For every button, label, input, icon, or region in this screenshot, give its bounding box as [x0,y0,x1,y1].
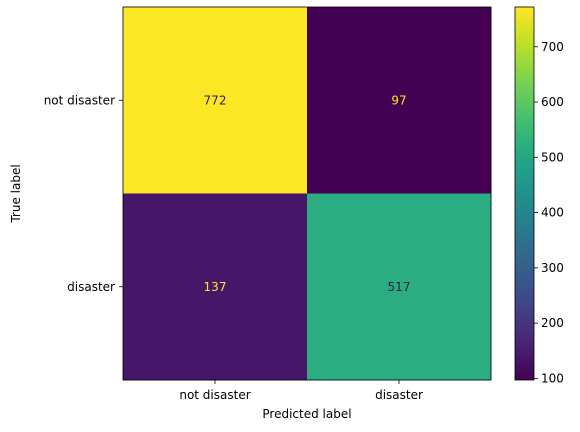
colorbar-tick-label: 400 [541,206,564,220]
colorbar-tick-label: 600 [541,95,564,109]
cell-value-label: 517 [388,280,411,294]
colorbar-tick-label: 200 [541,316,564,330]
colorbar-tick-label: 700 [541,40,564,54]
colorbar-tick-label: 300 [541,261,564,275]
heatmap-cell [307,7,492,194]
colorbar-ticks: 100 200 300 400 500 600 700 [534,40,564,385]
y-axis-label: True label [9,164,23,223]
plot-frame [122,6,492,381]
x-axis-label: Predicted label [262,407,351,421]
heatmap-cell [123,193,308,381]
x-tick-label: disaster [375,388,423,402]
y-axis-ticks: not disaster disaster [44,93,123,294]
y-tick-label: disaster [67,280,115,294]
x-axis-ticks: not disaster disaster [179,380,423,402]
colorbar-tick-label: 500 [541,150,564,164]
y-tick-label: not disaster [44,93,115,107]
colorbar-tick-label: 100 [541,371,564,385]
cell-value-label: 137 [204,280,227,294]
heatmap-cell [123,7,308,194]
x-tick-label: not disaster [179,388,250,402]
heatmap-cells: 772 97 137 517 [123,7,492,381]
colorbar [514,6,535,381]
heatmap-cell [307,193,492,381]
cell-value-label: 97 [391,93,406,107]
cell-value-label: 772 [204,93,227,107]
